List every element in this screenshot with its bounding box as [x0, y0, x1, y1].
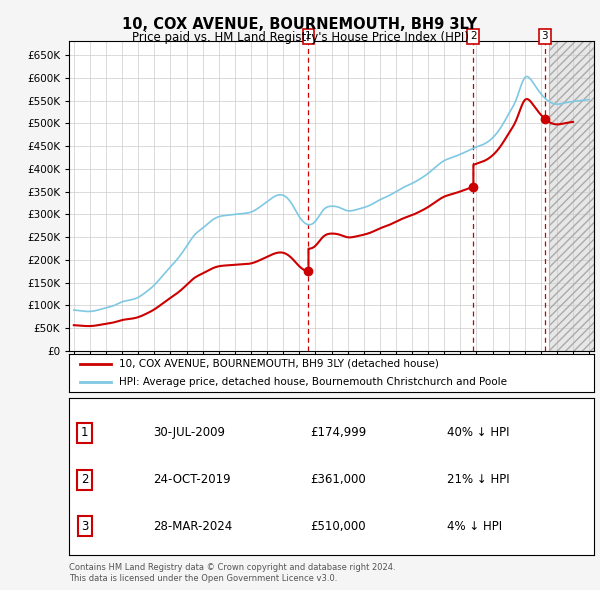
Bar	[549, 41, 594, 351]
Text: 3: 3	[81, 520, 88, 533]
Text: 24-OCT-2019: 24-OCT-2019	[153, 473, 230, 486]
Text: 28-MAR-2024: 28-MAR-2024	[153, 520, 232, 533]
Text: 40% ↓ HPI: 40% ↓ HPI	[447, 426, 509, 439]
Text: 3: 3	[541, 31, 548, 41]
Text: £174,999: £174,999	[311, 426, 367, 439]
Bar	[549, 41, 594, 351]
Text: 1: 1	[305, 31, 312, 41]
Text: 4% ↓ HPI: 4% ↓ HPI	[447, 520, 502, 533]
Text: 2: 2	[81, 473, 89, 486]
Text: 10, COX AVENUE, BOURNEMOUTH, BH9 3LY: 10, COX AVENUE, BOURNEMOUTH, BH9 3LY	[122, 17, 478, 31]
Text: £361,000: £361,000	[311, 473, 366, 486]
Text: 2: 2	[470, 31, 476, 41]
Text: 10, COX AVENUE, BOURNEMOUTH, BH9 3LY (detached house): 10, COX AVENUE, BOURNEMOUTH, BH9 3LY (de…	[119, 359, 439, 369]
Text: HPI: Average price, detached house, Bournemouth Christchurch and Poole: HPI: Average price, detached house, Bour…	[119, 376, 507, 386]
Text: £510,000: £510,000	[311, 520, 366, 533]
Text: 1: 1	[81, 426, 89, 439]
Text: Price paid vs. HM Land Registry's House Price Index (HPI): Price paid vs. HM Land Registry's House …	[131, 31, 469, 44]
Text: 30-JUL-2009: 30-JUL-2009	[153, 426, 225, 439]
Text: 21% ↓ HPI: 21% ↓ HPI	[447, 473, 509, 486]
Text: Contains HM Land Registry data © Crown copyright and database right 2024.
This d: Contains HM Land Registry data © Crown c…	[69, 563, 395, 583]
